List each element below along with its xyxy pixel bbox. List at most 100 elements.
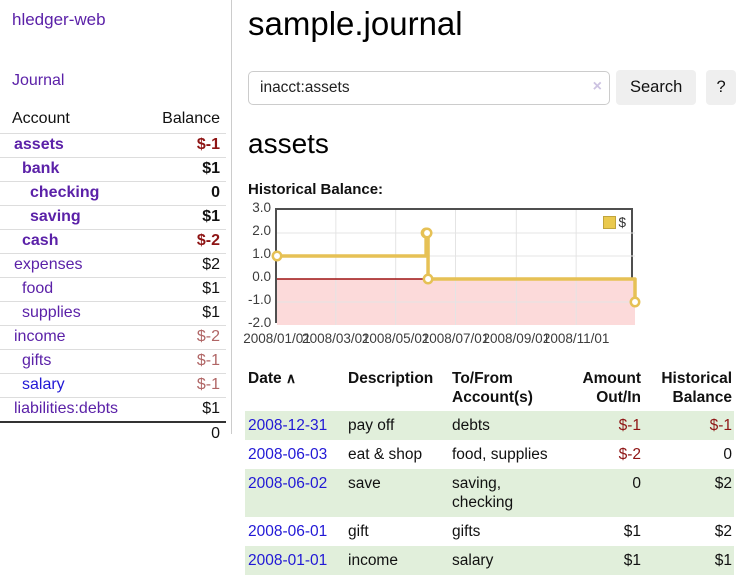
register-row: 2008-06-01 gift gifts $1 $2	[245, 517, 734, 546]
chart-x-tick-label: 2008/05/01	[361, 331, 430, 346]
transaction-amount: $1	[623, 552, 641, 569]
account-row: cash $-2	[0, 229, 226, 254]
transaction-amount: 0	[632, 475, 641, 492]
accounts-table-body: assets $-1 bank $1 checking 0 saving $1 cash $-2 e…	[0, 133, 226, 446]
account-balance: $-2	[137, 229, 226, 254]
transaction-amount: $-1	[618, 417, 641, 434]
account-row: liabilities:debts $1	[0, 397, 226, 422]
chart-x-tick-label: 2008/03/01	[302, 331, 370, 346]
chart-title: Historical Balance:	[248, 181, 384, 198]
accounts-table: Account Balance assets $-1 bank $1 checking 0…	[0, 106, 226, 446]
transaction-date-link[interactable]: 2008-01-01	[248, 552, 328, 569]
account-balance: $-1	[137, 133, 226, 158]
chart-x-tick-label: 2008/01/01	[243, 331, 311, 346]
sidebar-item-journal[interactable]: Journal	[12, 72, 65, 89]
register-header-accounts: To/From Account(s)	[452, 370, 533, 406]
register-header-amount: Amount Out/In	[582, 370, 641, 406]
accounts-table-account-header: Account	[12, 110, 70, 127]
search-button[interactable]: Search	[616, 70, 697, 105]
register-table: Date ∧ Description To/From Account(s) Am…	[245, 367, 734, 575]
app-title-link[interactable]: hledger-web	[12, 10, 106, 29]
transaction-description: eat & shop	[348, 446, 423, 463]
balance-chart: $ 3.0 2.0 1.0 0.0 -1.0 -2.0 2008/01/01 2008/03…	[243, 200, 736, 352]
accounts-total-row: 0	[0, 421, 226, 446]
chart-y-tick-label: -1.0	[248, 292, 272, 307]
register-header-description: Description	[348, 370, 434, 387]
transaction-balance: 0	[723, 446, 732, 463]
account-row: salary $-1	[0, 373, 226, 398]
transaction-description: pay off	[348, 417, 395, 434]
chart-y-tick-label: 0.0	[252, 269, 271, 284]
chart-x-tick-label: 2008/09/01	[482, 331, 551, 346]
transaction-balance: $-1	[709, 417, 732, 434]
register-header-date[interactable]: Date ∧	[248, 370, 297, 387]
register-row: 2008-06-02 save saving, checking 0 $2	[245, 469, 734, 517]
account-row: assets $-1	[0, 133, 226, 158]
account-link[interactable]: saving	[30, 208, 81, 225]
account-link[interactable]: cash	[22, 232, 59, 249]
accounts-total-value: 0	[137, 421, 226, 446]
transaction-balance: $1	[714, 552, 732, 569]
transaction-date-link[interactable]: 2008-06-02	[248, 475, 328, 492]
account-link[interactable]: food	[22, 280, 54, 297]
account-row: income $-2	[0, 325, 226, 350]
chart-y-tick-label: 3.0	[252, 200, 271, 215]
account-row: supplies $1	[0, 301, 226, 326]
help-button[interactable]: ?	[706, 70, 736, 105]
accounts-table-balance-header: Balance	[162, 110, 220, 127]
sidebar: hledger-web Journal Account Balance asse…	[0, 0, 232, 446]
account-row: food $1	[0, 277, 226, 302]
account-heading: assets	[248, 128, 329, 159]
account-row: gifts $-1	[0, 349, 226, 374]
account-link[interactable]: assets	[14, 136, 64, 153]
chart-y-tick-label: 2.0	[252, 223, 271, 238]
transaction-accounts: food, supplies	[452, 446, 548, 463]
account-balance: $-1	[137, 373, 226, 398]
account-balance: $1	[137, 157, 226, 182]
chart-x-tick-label: 2008/07/01	[421, 331, 490, 346]
account-balance: $1	[137, 205, 226, 230]
search-form: × Search ?	[248, 70, 736, 105]
account-balance: $1	[137, 301, 226, 326]
transaction-accounts: gifts	[452, 523, 481, 540]
account-link[interactable]: expenses	[14, 256, 83, 273]
account-link[interactable]: gifts	[22, 352, 52, 369]
main-content: sample.journal × Search ? assets Histori…	[243, 0, 736, 575]
search-input[interactable]	[248, 70, 610, 105]
chart-y-tick-label: 1.0	[252, 246, 271, 261]
account-link[interactable]: bank	[22, 160, 60, 177]
account-row: bank $1	[0, 157, 226, 182]
transaction-accounts: saving, checking	[452, 475, 514, 511]
transaction-date-link[interactable]: 2008-06-01	[248, 523, 328, 540]
transaction-description: gift	[348, 523, 369, 540]
chart-plot[interactable]: $	[271, 208, 641, 325]
account-link[interactable]: liabilities:debts	[14, 400, 119, 417]
account-row: checking 0	[0, 181, 226, 206]
account-balance: $2	[137, 253, 226, 278]
transaction-description: income	[348, 552, 398, 569]
transaction-date-link[interactable]: 2008-06-03	[248, 446, 328, 463]
account-link[interactable]: checking	[30, 184, 100, 201]
register-row: 2008-06-03 eat & shop food, supplies $-2 0	[245, 440, 734, 469]
chart-x-tick-label: 2008/11/01	[542, 331, 610, 346]
account-link[interactable]: salary	[22, 376, 65, 393]
sort-ascending-icon: ∧	[285, 370, 297, 386]
register-row: 2008-12-31 pay off debts $-1 $-1	[245, 411, 734, 440]
transaction-date-link[interactable]: 2008-12-31	[248, 417, 328, 434]
account-balance: $1	[137, 397, 226, 422]
account-balance: $1	[137, 277, 226, 302]
account-balance: 0	[137, 181, 226, 206]
legend-label: $	[618, 215, 626, 230]
account-link[interactable]: income	[14, 328, 66, 345]
transaction-amount: $1	[623, 523, 641, 540]
chart-y-tick-label: -2.0	[248, 315, 272, 330]
chart-legend: $	[603, 215, 626, 230]
transaction-balance: $2	[714, 475, 732, 492]
transaction-description: save	[348, 475, 381, 492]
account-link[interactable]: supplies	[22, 304, 81, 321]
clear-search-icon[interactable]: ×	[592, 77, 602, 95]
transaction-balance: $2	[714, 523, 732, 540]
account-row: saving $1	[0, 205, 226, 230]
legend-swatch-icon	[603, 216, 617, 229]
register-row: 2008-01-01 income salary $1 $1	[245, 546, 734, 575]
